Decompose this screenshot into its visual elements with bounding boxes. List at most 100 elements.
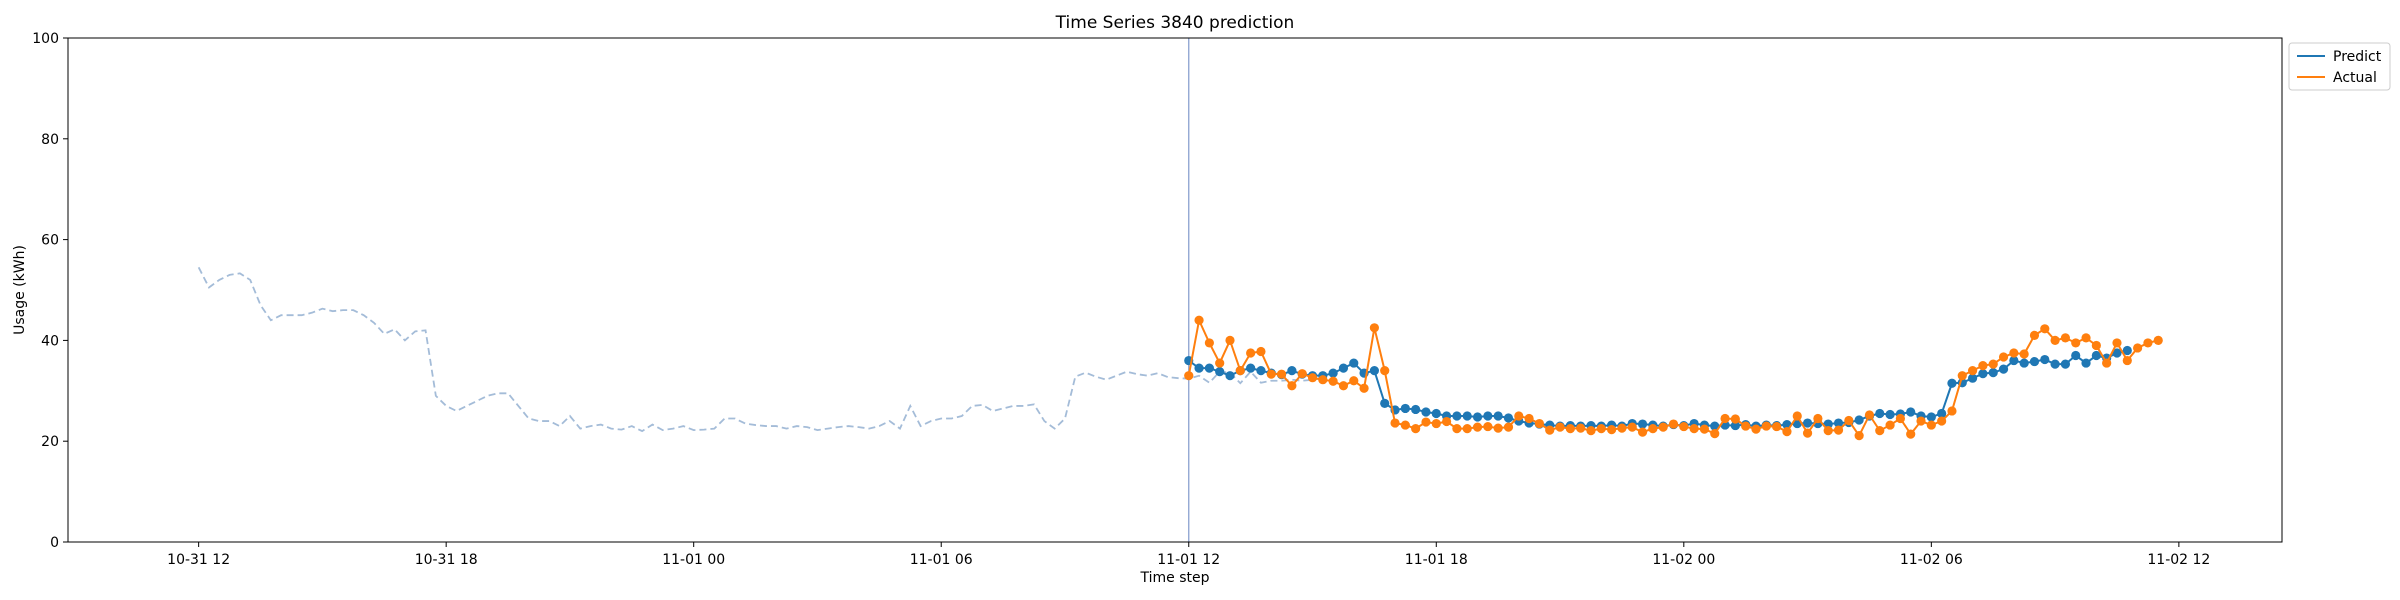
actual-point xyxy=(1514,411,1524,421)
predict-point xyxy=(1328,368,1338,378)
predict-point xyxy=(1400,403,1410,414)
actual-point xyxy=(1215,358,1225,368)
actual-point xyxy=(1967,366,1978,376)
actual-point xyxy=(1411,424,1421,434)
actual-point xyxy=(2112,338,2122,348)
y-tick-label: 60 xyxy=(41,233,59,249)
actual-point xyxy=(1349,376,1359,386)
predict-point xyxy=(2112,348,2122,358)
predict-point xyxy=(1411,404,1421,415)
legend: Predict Actual xyxy=(2288,42,2391,91)
actual-point xyxy=(2122,355,2132,366)
actual-point xyxy=(1937,416,1947,426)
actual-point xyxy=(1648,424,1658,434)
predict-point xyxy=(2122,345,2132,356)
predict-point xyxy=(1462,411,1472,421)
predict-point xyxy=(1937,408,1947,419)
actual-point xyxy=(1998,352,2009,362)
actual-point xyxy=(1462,424,1472,434)
predict-point xyxy=(1978,369,1988,379)
predict-point xyxy=(1194,363,1204,373)
actual-point xyxy=(1359,383,1369,393)
x-tick-label: 11-01 18 xyxy=(1405,552,1468,568)
predict-point xyxy=(1349,358,1359,368)
actual-point xyxy=(1637,427,1648,437)
actual-point xyxy=(1947,406,1957,416)
actual-point xyxy=(1978,361,1988,371)
actual-point xyxy=(1545,425,1555,435)
actual-point xyxy=(1338,381,1349,391)
actual-point xyxy=(1297,369,1307,379)
actual-point xyxy=(1772,421,1782,432)
x-tick-label: 11-02 12 xyxy=(2147,552,2210,568)
predict-point xyxy=(1421,407,1431,417)
actual-point xyxy=(1792,411,1802,421)
x-tick-label: 10-31 18 xyxy=(415,552,478,568)
actual-point xyxy=(1596,424,1606,434)
x-tick-label: 11-01 00 xyxy=(662,552,725,568)
predict-point xyxy=(2091,350,2101,361)
actual-point xyxy=(1761,421,1771,431)
actual-point xyxy=(1328,376,1338,386)
predict-point xyxy=(1947,378,1957,388)
predict-point xyxy=(2019,358,2029,368)
actual-point xyxy=(1184,371,1194,381)
actual-point xyxy=(1802,428,1813,438)
x-axis-label: Time step xyxy=(1140,570,1210,586)
actual-point xyxy=(2091,340,2101,351)
actual-point xyxy=(2153,335,2163,345)
actual-point xyxy=(2019,349,2029,359)
actual-point xyxy=(1844,415,1854,426)
actual-point xyxy=(1751,424,1761,434)
actual-point xyxy=(1607,425,1617,435)
predict-point xyxy=(1988,368,1998,378)
actual-point xyxy=(1627,422,1637,432)
actual-point xyxy=(1235,366,1245,376)
actual-point xyxy=(2029,330,2040,340)
actual-point xyxy=(1452,424,1462,434)
actual-point xyxy=(1246,348,1256,358)
actual-point xyxy=(1988,359,1998,369)
actual-point xyxy=(1689,424,1699,434)
actual-series xyxy=(1184,315,2163,441)
actual-point xyxy=(1576,423,1586,433)
predict-point xyxy=(1637,419,1648,429)
actual-point xyxy=(1524,413,1534,424)
x-tick-label: 11-01 12 xyxy=(1157,552,1220,568)
y-tick-label: 40 xyxy=(41,333,59,349)
predict-point xyxy=(2009,355,2019,366)
predict-point xyxy=(1246,363,1256,373)
actual-point xyxy=(2040,324,2050,334)
actual-point xyxy=(1565,424,1575,434)
predict-point xyxy=(1998,364,2009,374)
actual-point xyxy=(1276,369,1287,379)
predict-point xyxy=(1833,418,1844,428)
y-tick-label: 100 xyxy=(32,31,59,47)
predict-point xyxy=(2050,359,2060,369)
actual-point xyxy=(1555,422,1565,432)
actual-point xyxy=(1699,424,1710,434)
actual-point xyxy=(1307,373,1318,383)
actual-point xyxy=(1390,418,1400,428)
actual-point xyxy=(2102,358,2112,368)
actual-point xyxy=(1503,422,1514,432)
actual-point xyxy=(1823,426,1833,436)
actual-point xyxy=(1875,426,1885,436)
predict-point xyxy=(1338,363,1349,373)
actual-point xyxy=(1720,413,1730,424)
actual-point xyxy=(1318,375,1328,385)
actual-point xyxy=(1369,323,1379,333)
predict-point xyxy=(1802,418,1813,428)
predict-point xyxy=(2029,356,2040,367)
actual-point xyxy=(1400,420,1410,430)
actual-point xyxy=(1741,421,1751,431)
actual-point xyxy=(1885,420,1895,430)
predict-point xyxy=(1215,367,1225,377)
plot-frame xyxy=(67,37,2283,543)
actual-point xyxy=(1380,366,1390,376)
actual-point xyxy=(1854,431,1864,441)
predict-point xyxy=(1503,413,1514,423)
predict-point xyxy=(1483,411,1493,421)
predict-point xyxy=(1926,412,1936,422)
